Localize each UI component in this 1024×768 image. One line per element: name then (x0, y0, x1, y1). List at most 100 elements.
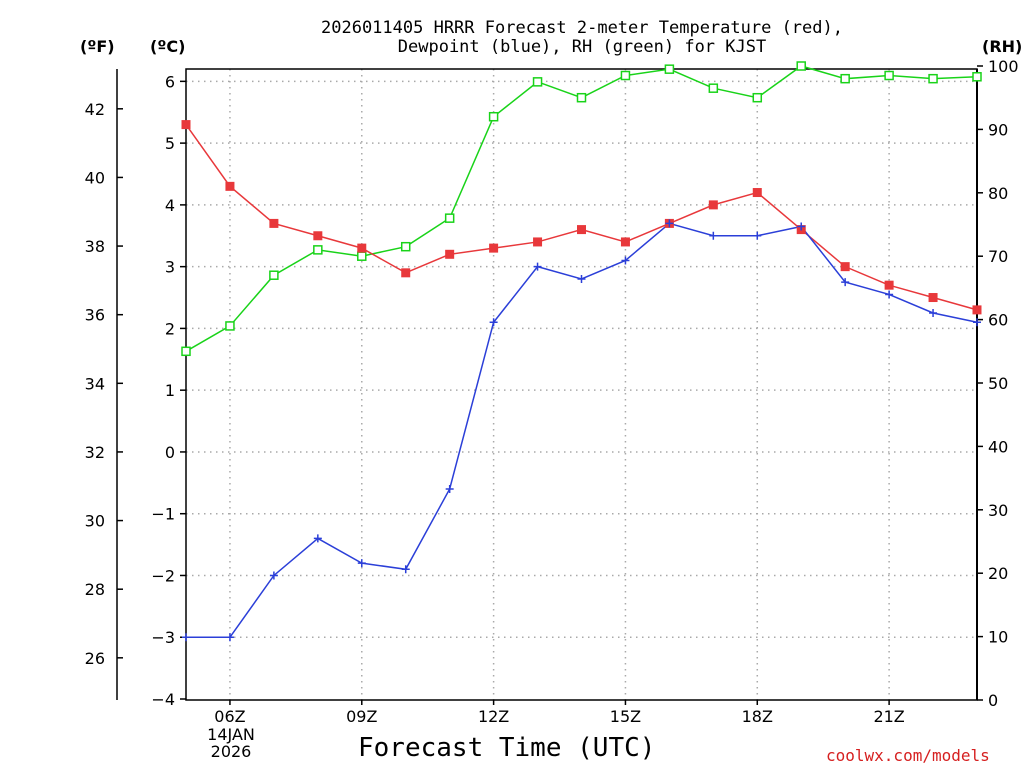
chart-title: 2026011405 HRRR Forecast 2-meter Tempera… (232, 19, 932, 57)
dewpoint-point (885, 290, 894, 299)
rh-point (357, 251, 367, 261)
rh-point (181, 346, 191, 357)
celsius-tick-label: 2 (165, 319, 175, 338)
rh-point (972, 72, 982, 82)
dewpoint-point (665, 219, 674, 228)
rh-point (928, 73, 938, 84)
x-tick-label: 09Z (346, 707, 377, 726)
temperature-point (972, 305, 982, 315)
rh-point (488, 111, 499, 122)
rh-unit-label: (RH) (982, 37, 1023, 56)
fahrenheit-tick-label: 40 (85, 168, 105, 187)
fahrenheit-tick-label: 36 (85, 306, 105, 325)
dewpoint-point (929, 308, 938, 317)
celsius-tick-label: −1 (151, 505, 175, 524)
temperature-point (445, 249, 455, 259)
temperature-point (357, 243, 367, 253)
rh-point (708, 83, 719, 93)
date-label: 14JAN 2026 (196, 726, 266, 760)
dewpoint-point (313, 534, 322, 543)
rh-point (444, 213, 455, 223)
temperature-point (269, 218, 279, 228)
rh-tick-label: 30 (988, 501, 1008, 520)
celsius-tick-label: 6 (165, 72, 175, 91)
rh-point (752, 92, 763, 103)
x-tick-label: 15Z (610, 707, 641, 726)
rh-point (840, 73, 850, 84)
rh-point (532, 77, 543, 87)
dewpoint-point (621, 256, 630, 265)
celsius-tick-label: −2 (151, 566, 175, 585)
celsius-tick-label: −4 (151, 690, 175, 709)
dewpoint-point (269, 571, 278, 580)
rh-point (269, 270, 279, 280)
celsius-tick-label: −3 (151, 628, 175, 647)
date-label-date: 14JAN (207, 725, 255, 744)
celsius-unit-label: (ºC) (150, 37, 186, 56)
celsius-tick-label: 1 (165, 381, 175, 400)
rh-tick-label: 10 (988, 628, 1008, 647)
dewpoint-point (841, 278, 850, 287)
rh-series-line (185, 65, 978, 352)
plot-frame (185, 68, 978, 701)
temperature-point (225, 181, 235, 191)
dewpoint-point (709, 231, 718, 240)
celsius-tick-label: 0 (165, 443, 175, 462)
fahrenheit-tick-label: 42 (85, 100, 105, 119)
fahrenheit-tick-label: 26 (85, 649, 105, 668)
rh-tick-label: 80 (988, 184, 1008, 203)
temperature-point (489, 243, 499, 253)
rh-tick-label: 90 (988, 120, 1008, 139)
celsius-tick-label: 5 (165, 134, 175, 153)
dewpoint-point (225, 633, 234, 642)
temperature-point (620, 237, 630, 247)
fahrenheit-tick-label: 32 (85, 443, 105, 462)
temperature-point (577, 225, 586, 235)
fahrenheit-unit-label: (ºF) (80, 37, 115, 56)
dewpoint-point (973, 318, 981, 327)
rh-point (225, 321, 235, 331)
temperature-point (928, 293, 938, 303)
rh-point (884, 70, 894, 81)
dewpoint-point (577, 275, 586, 283)
temperature-point (401, 268, 411, 278)
dewpoint-point (753, 231, 762, 240)
rh-tick-label: 40 (988, 437, 1008, 456)
fahrenheit-tick-label: 34 (85, 374, 105, 393)
rh-point (664, 64, 675, 74)
rh-point (400, 241, 411, 252)
temperature-point (708, 200, 718, 210)
date-label-year: 2026 (210, 742, 252, 761)
fahrenheit-tick-label: 38 (85, 237, 105, 256)
dewpoint-point (357, 559, 366, 568)
dewpoint-point (445, 485, 454, 493)
rh-tick-label: 50 (988, 374, 1008, 393)
rh-point (313, 245, 323, 255)
temperature-point (181, 120, 191, 130)
dewpoint-point (182, 633, 190, 642)
celsius-tick-label: 4 (165, 196, 175, 215)
rh-tick-label: 20 (988, 564, 1008, 583)
temperature-point (884, 280, 894, 290)
temperature-point (752, 188, 762, 198)
temperature-point (533, 237, 543, 247)
x-tick-label: 21Z (873, 707, 904, 726)
celsius-tick-label: 3 (165, 258, 175, 277)
x-tick-label: 06Z (214, 707, 245, 726)
x-tick-label: 18Z (742, 707, 773, 726)
rh-tick-label: 60 (988, 311, 1008, 330)
chart-title-line1: 2026011405 HRRR Forecast 2-meter Tempera… (321, 18, 843, 38)
x-tick-label: 12Z (478, 707, 509, 726)
fahrenheit-tick-label: 30 (85, 512, 105, 531)
rh-point (576, 92, 587, 103)
dewpoint-point (797, 222, 806, 231)
temperature-point (313, 231, 323, 241)
temperature-point (840, 262, 850, 272)
rh-tick-label: 70 (988, 247, 1008, 266)
dewpoint-point (533, 262, 542, 271)
chart-title-line2: Dewpoint (blue), RH (green) for KJST (397, 37, 767, 57)
rh-point (620, 70, 631, 81)
credit-label: coolwx.com/models (826, 746, 990, 765)
rh-tick-label: 0 (988, 691, 998, 710)
